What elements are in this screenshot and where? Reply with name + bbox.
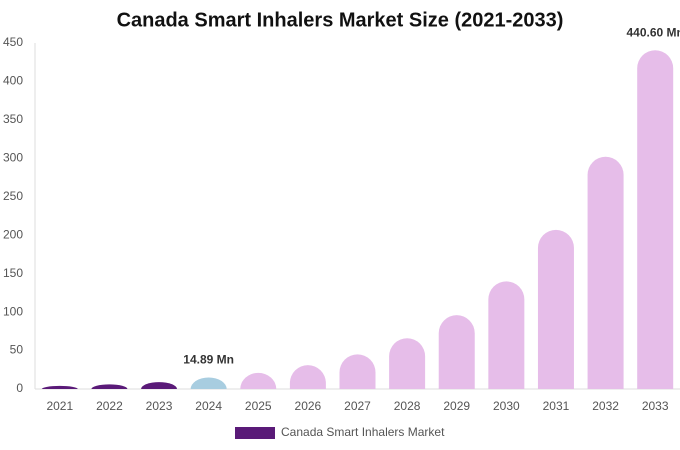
bar (240, 372, 277, 389)
y-tick-label: 200 (3, 227, 23, 241)
x-tick-label: 2026 (295, 399, 322, 413)
bar (141, 382, 178, 389)
bar (438, 315, 475, 389)
y-tick-label: 400 (3, 74, 23, 88)
y-tick-label: 250 (3, 189, 23, 203)
x-tick-label: 2032 (592, 399, 619, 413)
y-tick-label: 450 (3, 35, 23, 49)
bar (637, 50, 674, 389)
bar (91, 384, 128, 389)
y-tick-label: 100 (3, 304, 23, 318)
bar (587, 156, 624, 389)
x-tick-label: 2030 (493, 399, 520, 413)
y-tick-label: 350 (3, 112, 23, 126)
x-tick-label: 2027 (344, 399, 371, 413)
bar (289, 365, 326, 389)
x-tick-label: 2028 (394, 399, 421, 413)
value-label: 14.89 Mn (183, 353, 234, 367)
legend-label: Canada Smart Inhalers Market (281, 425, 445, 439)
bar (41, 385, 78, 389)
bar (488, 281, 525, 389)
x-tick-label: 2024 (195, 399, 222, 413)
x-tick-label: 2023 (146, 399, 173, 413)
x-tick-label: 2031 (543, 399, 570, 413)
legend-swatch (235, 427, 275, 439)
x-tick-label: 2025 (245, 399, 272, 413)
y-tick-label: 150 (3, 266, 23, 280)
bar (190, 377, 227, 389)
y-tick-label: 50 (10, 343, 24, 357)
y-tick-label: 300 (3, 151, 23, 165)
x-tick-label: 2033 (642, 399, 669, 413)
x-tick-label: 2029 (443, 399, 470, 413)
x-tick-label: 2022 (96, 399, 123, 413)
value-label: 440.60 Mn (627, 25, 680, 39)
y-tick-label: 0 (16, 381, 23, 395)
bar (339, 354, 376, 389)
x-tick-label: 2021 (46, 399, 73, 413)
bar (537, 229, 574, 389)
chart-title: Canada Smart Inhalers Market Size (2021-… (117, 9, 564, 31)
bar (389, 338, 426, 389)
